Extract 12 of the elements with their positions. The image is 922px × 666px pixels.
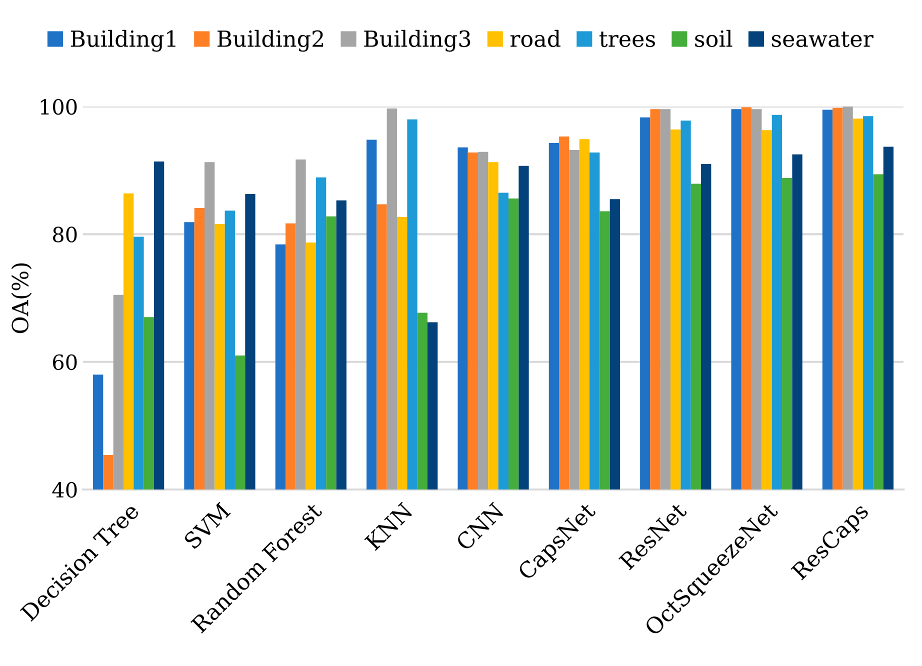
- legend-label: trees: [599, 32, 655, 48]
- legend-label: road: [510, 30, 560, 48]
- y-tick-label: 80: [53, 226, 77, 242]
- legend-label: Building2: [218, 30, 323, 52]
- y-tick-label: 40: [52, 482, 77, 498]
- y-tick-label: 100: [40, 99, 77, 115]
- legend-label: Building3: [364, 30, 470, 52]
- y-tick-label: 60: [53, 354, 77, 370]
- y-axis-title: OA(%): [11, 263, 32, 334]
- legend-label: soil: [695, 30, 732, 48]
- legend-label: Building1: [70, 30, 176, 52]
- legend-label: seawater: [772, 32, 874, 48]
